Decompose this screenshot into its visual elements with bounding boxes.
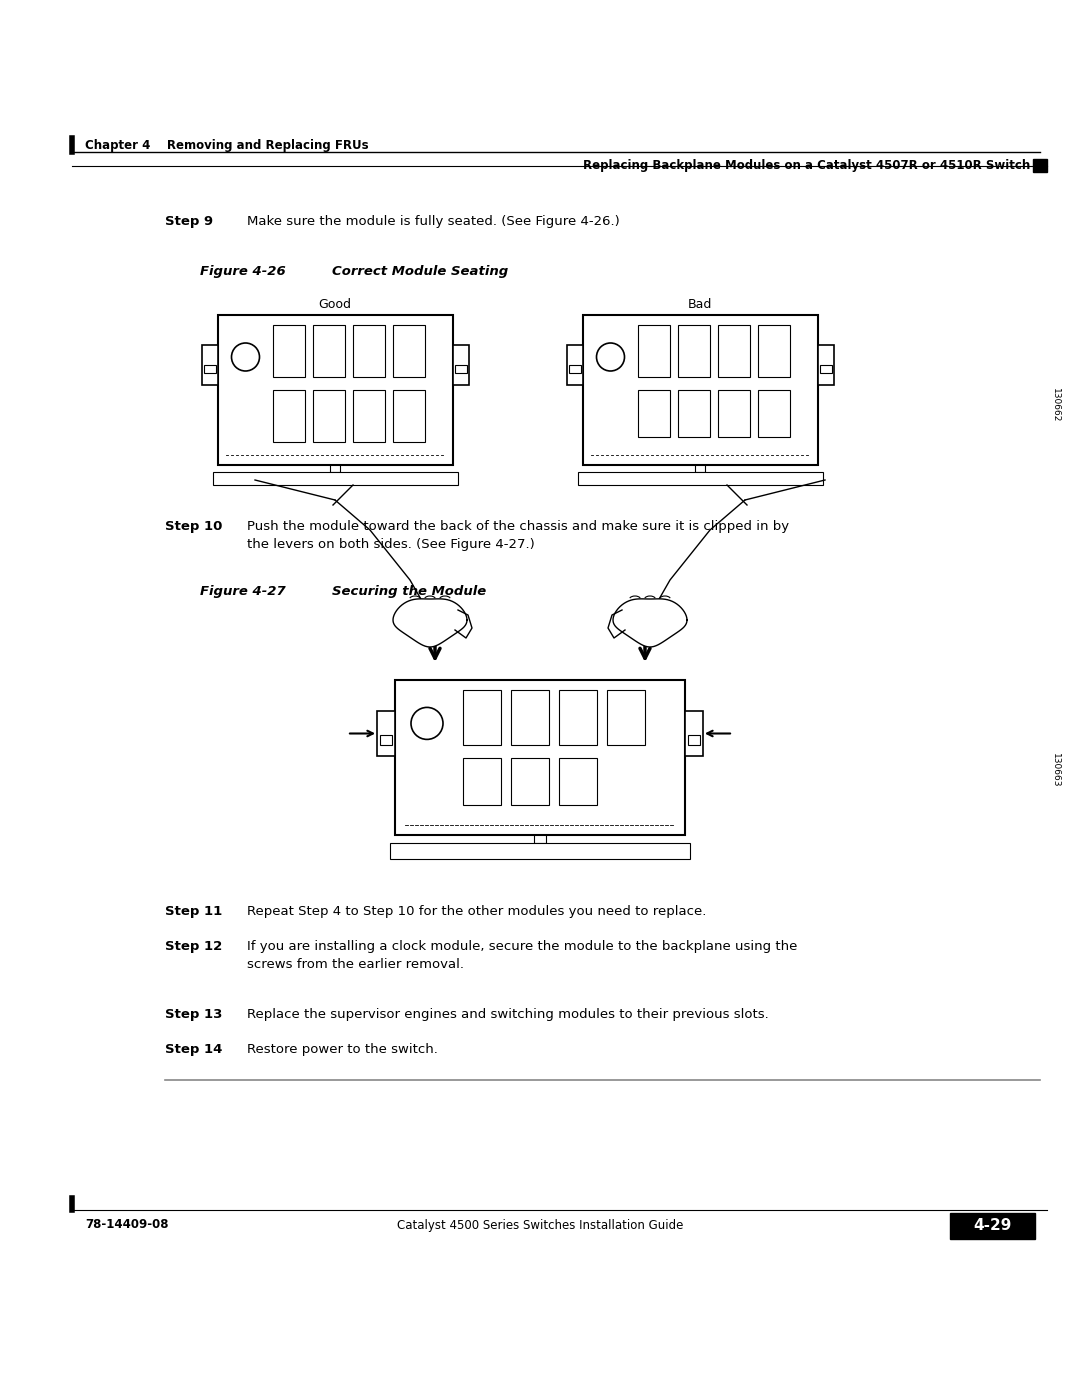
Polygon shape xyxy=(455,610,472,638)
Bar xyxy=(463,759,501,805)
Bar xyxy=(511,690,549,745)
FancyBboxPatch shape xyxy=(202,345,217,386)
Bar xyxy=(390,842,690,859)
Bar xyxy=(677,390,710,437)
Bar xyxy=(757,390,789,437)
Bar xyxy=(380,735,392,745)
Text: Step 14: Step 14 xyxy=(165,1044,222,1056)
Text: Bad: Bad xyxy=(688,298,712,312)
Bar xyxy=(757,326,789,377)
Text: Repeat Step 4 to Step 10 for the other modules you need to replace.: Repeat Step 4 to Step 10 for the other m… xyxy=(247,905,706,918)
Bar xyxy=(312,326,345,377)
Bar xyxy=(377,711,395,756)
Bar xyxy=(582,314,818,465)
Bar xyxy=(272,326,305,377)
Bar xyxy=(559,690,597,745)
Bar xyxy=(717,390,750,437)
Text: Figure 4-26: Figure 4-26 xyxy=(200,265,286,278)
Polygon shape xyxy=(608,610,625,638)
Bar xyxy=(685,711,703,756)
Bar xyxy=(395,680,685,835)
Text: Step 12: Step 12 xyxy=(165,940,222,953)
Text: Replacing Backplane Modules on a Catalyst 4507R or 4510R Switch: Replacing Backplane Modules on a Catalys… xyxy=(583,159,1030,172)
Text: 4-29: 4-29 xyxy=(973,1218,1011,1232)
Bar xyxy=(950,1213,1035,1239)
Bar xyxy=(392,326,424,377)
Bar xyxy=(568,365,581,373)
Bar xyxy=(463,690,501,745)
FancyBboxPatch shape xyxy=(818,345,834,386)
Text: Replace the supervisor engines and switching modules to their previous slots.: Replace the supervisor engines and switc… xyxy=(247,1009,769,1021)
Bar xyxy=(607,690,645,745)
Bar xyxy=(637,390,670,437)
Bar xyxy=(272,390,305,441)
FancyBboxPatch shape xyxy=(567,345,582,386)
Text: Figure 4-27: Figure 4-27 xyxy=(200,585,286,598)
Text: Securing the Module: Securing the Module xyxy=(332,585,486,598)
Text: Step 10: Step 10 xyxy=(165,520,222,534)
Bar xyxy=(637,326,670,377)
Text: Push the module toward the back of the chassis and make sure it is clipped in by: Push the module toward the back of the c… xyxy=(247,520,789,550)
Text: Step 13: Step 13 xyxy=(165,1009,222,1021)
Text: Step 11: Step 11 xyxy=(165,905,222,918)
Text: Good: Good xyxy=(319,298,351,312)
Bar xyxy=(312,390,345,441)
Text: Make sure the module is fully seated. (See Figure 4-26.): Make sure the module is fully seated. (S… xyxy=(247,215,620,228)
Bar xyxy=(578,472,823,485)
Text: 130663: 130663 xyxy=(1051,753,1059,788)
Bar xyxy=(717,326,750,377)
Bar xyxy=(455,365,467,373)
FancyBboxPatch shape xyxy=(453,345,469,386)
Text: Chapter 4    Removing and Replacing FRUs: Chapter 4 Removing and Replacing FRUs xyxy=(85,138,368,151)
Bar xyxy=(352,390,384,441)
Bar xyxy=(217,314,453,465)
Polygon shape xyxy=(613,599,687,647)
Text: 78-14409-08: 78-14409-08 xyxy=(85,1218,168,1232)
Bar xyxy=(352,326,384,377)
Bar xyxy=(1032,159,1047,172)
Text: Restore power to the switch.: Restore power to the switch. xyxy=(247,1044,437,1056)
Polygon shape xyxy=(393,599,467,647)
Bar xyxy=(677,326,710,377)
Text: Catalyst 4500 Series Switches Installation Guide: Catalyst 4500 Series Switches Installati… xyxy=(396,1218,684,1232)
Bar xyxy=(511,759,549,805)
Text: If you are installing a clock module, secure the module to the backplane using t: If you are installing a clock module, se… xyxy=(247,940,797,971)
Text: Step 9: Step 9 xyxy=(165,215,213,228)
Bar xyxy=(392,390,424,441)
Bar xyxy=(820,365,832,373)
Bar xyxy=(213,472,458,485)
Bar xyxy=(688,735,700,745)
Text: 130662: 130662 xyxy=(1051,388,1059,422)
Bar xyxy=(559,759,597,805)
Bar xyxy=(203,365,216,373)
Text: Correct Module Seating: Correct Module Seating xyxy=(332,265,509,278)
